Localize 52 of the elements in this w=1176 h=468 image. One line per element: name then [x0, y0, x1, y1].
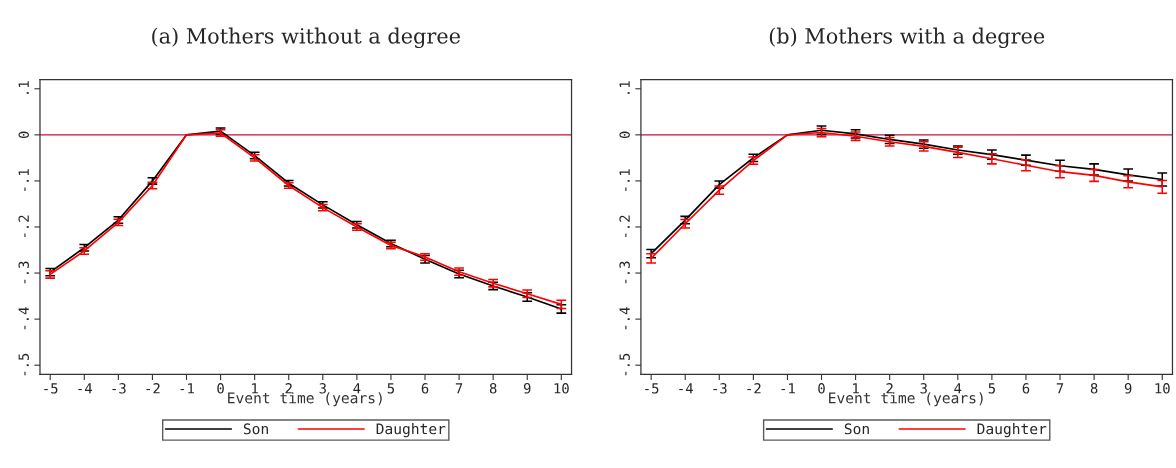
y-tick-label: -.2 — [619, 215, 630, 238]
x-tick-label: -4 — [679, 383, 693, 394]
y-tick-label: -.5 — [619, 353, 630, 376]
y-tick-label: -.5 — [18, 353, 29, 376]
legend-label: Son — [243, 423, 268, 435]
x-tick-label: -4 — [78, 383, 92, 394]
x-tick-label: -5 — [645, 383, 659, 394]
x-tick-label: -1 — [781, 383, 795, 394]
x-tick-label: 0 — [818, 383, 825, 394]
x-tick-label: -2 — [146, 383, 160, 394]
x-tick-label: 1 — [853, 383, 859, 394]
y-tick-label: .1 — [18, 81, 29, 94]
x-tick-label: 10 — [1155, 383, 1170, 394]
x-tick-label: 5 — [988, 383, 995, 394]
x-tick-label: 6 — [421, 383, 429, 394]
y-tick-label: -.1 — [18, 169, 29, 192]
x-tick-label: -1 — [180, 383, 194, 394]
x-tick-label: 3 — [319, 383, 326, 394]
legend-label: Daughter — [977, 423, 1047, 438]
x-tick-label: 2 — [285, 383, 292, 394]
y-tick-label: -.3 — [18, 261, 29, 284]
x-tick-label: 9 — [523, 383, 531, 394]
x-tick-label: 7 — [1056, 383, 1064, 394]
x-tick-label: 9 — [1124, 383, 1132, 394]
legend-label: Son — [844, 423, 869, 435]
x-tick-label: 8 — [1090, 383, 1098, 394]
y-tick-label: -.2 — [18, 215, 29, 238]
x-tick-label: 2 — [886, 383, 893, 394]
x-tick-label: -5 — [44, 383, 58, 394]
y-tick-label: -.1 — [619, 169, 630, 192]
x-tick-label: 1 — [252, 383, 258, 394]
x-tick-label: 4 — [353, 383, 361, 394]
y-tick-label: .1 — [619, 81, 630, 94]
y-tick-label: -.3 — [619, 261, 630, 284]
legend-label: Daughter — [376, 423, 446, 438]
y-tick-label: 0 — [619, 131, 630, 139]
x-tick-label: 3 — [920, 383, 927, 394]
x-tick-label: 8 — [489, 383, 497, 394]
x-tick-label: -2 — [747, 383, 761, 394]
x-tick-label: 4 — [954, 383, 962, 394]
x-tick-label: -3 — [112, 383, 126, 394]
x-tick-label: 5 — [387, 383, 395, 394]
x-tick-label: 10 — [554, 383, 569, 394]
x-tick-label: -3 — [713, 383, 727, 394]
x-tick-label: 7 — [455, 383, 463, 394]
y-tick-label: -.4 — [619, 307, 630, 330]
x-tick-label: 0 — [217, 383, 224, 394]
chart-title: (a) Mothers without a degree — [152, 27, 460, 49]
y-tick-label: -.4 — [18, 307, 29, 330]
chart-title: (b) Mothers with a degree — [769, 27, 1045, 49]
y-tick-label: 0 — [18, 131, 29, 139]
x-tick-label: 6 — [1022, 383, 1030, 394]
